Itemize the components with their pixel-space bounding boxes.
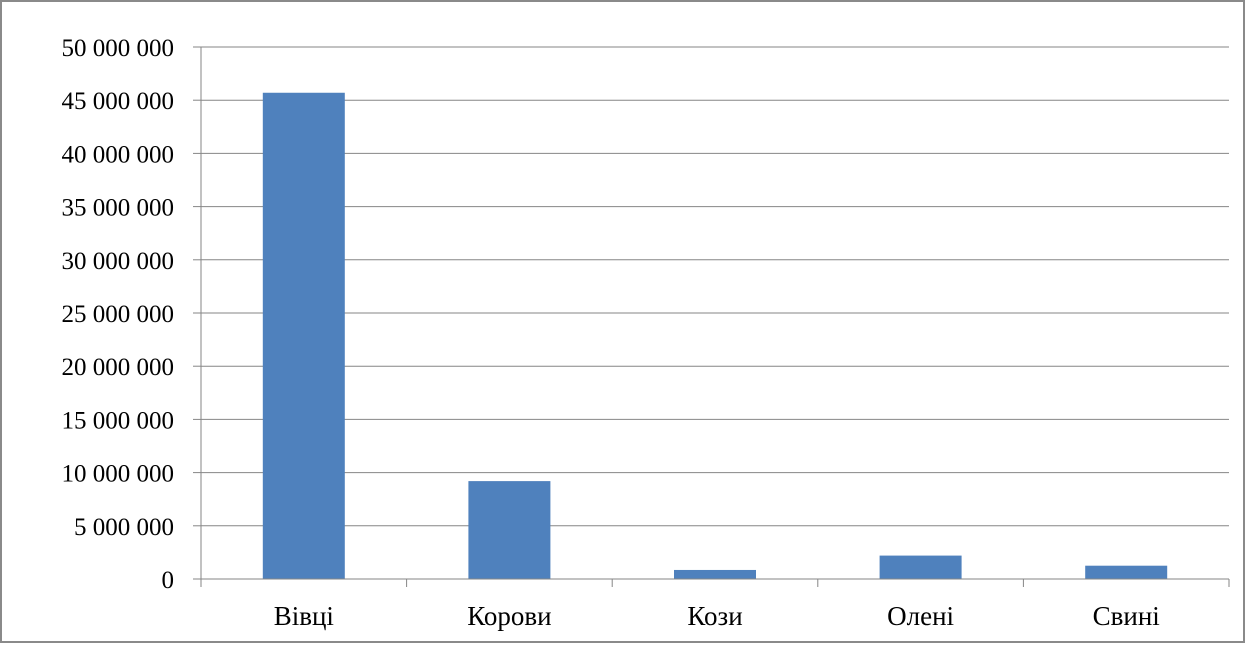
x-tick-labels: Вівці Корови Кози Олені Свині (274, 601, 1160, 631)
bar-1 (468, 481, 551, 579)
y-tick-label: 25 000 000 (62, 301, 175, 328)
y-tick-label: 30 000 000 (62, 248, 175, 275)
y-tick-label: 5 000 000 (74, 514, 174, 541)
x-tick-label: Вівці (274, 601, 334, 631)
axes (193, 46, 1230, 587)
x-tick-label: Кози (687, 601, 742, 631)
y-tick-label: 20 000 000 (62, 354, 175, 381)
y-tick-label: 45 000 000 (62, 88, 175, 115)
y-tick-label: 40 000 000 (62, 141, 175, 168)
y-tick-label: 50 000 000 (62, 35, 175, 62)
x-tick-label: Свині (1093, 601, 1160, 631)
x-tick-label: Корови (467, 601, 551, 631)
gridlines (201, 46, 1229, 527)
bar-4 (1085, 565, 1168, 579)
x-tick-label: Олені (887, 601, 954, 631)
bar-3 (879, 555, 962, 579)
y-tick-label: 0 (162, 567, 175, 594)
bar-2 (674, 569, 756, 579)
y-tick-label: 35 000 000 (62, 195, 175, 222)
bars (262, 92, 1168, 579)
bar-0 (262, 92, 345, 579)
y-tick-labels: 0 5 000 000 10 000 000 15 000 000 20 000 000… (62, 35, 175, 594)
y-tick-label: 10 000 000 (62, 461, 175, 488)
y-tick-label: 15 000 000 (62, 407, 175, 434)
